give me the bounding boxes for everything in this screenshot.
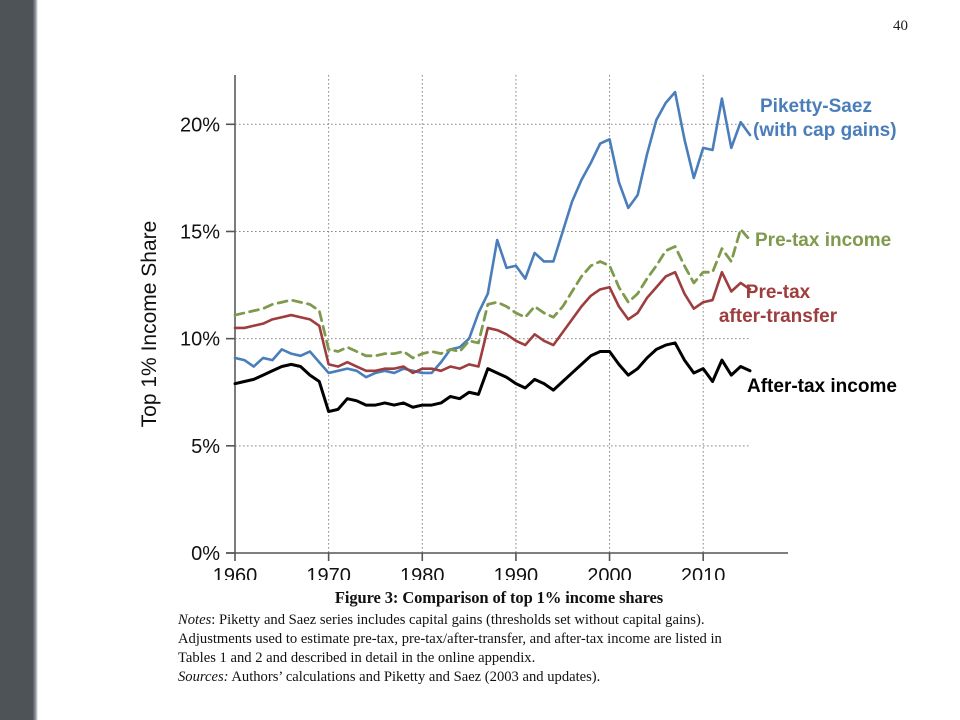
- notes-line-1: Notes: Piketty and Saez series includes …: [178, 611, 858, 630]
- x-tick-label: 2010: [681, 565, 726, 580]
- annotation-label-line1: After-tax income: [747, 376, 897, 397]
- series-annotation-0: Piketty-Saez (with cap gains): [753, 96, 897, 141]
- page-edge-gradient: [33, 0, 38, 720]
- annotation-label-line2: after-transfer: [719, 306, 838, 327]
- chart-y-tick-labels: 0% 5% 10% 15% 20%: [180, 114, 220, 565]
- x-tick-label: 1960: [213, 565, 258, 580]
- annotation-label-line1: Pre-tax: [746, 282, 811, 303]
- document-page: 40 1960 1970 1980 1990 2000 2010 0% 5% 10% 15% 20…: [38, 0, 960, 720]
- x-tick-label: 1980: [400, 565, 445, 580]
- sources-label: Sources:: [178, 668, 229, 685]
- y-axis-title: Top 1% Income Share: [138, 221, 161, 428]
- x-tick-label: 1970: [306, 565, 351, 580]
- x-tick-label: 1990: [494, 565, 539, 580]
- sources-text: Authors’ calculations and Piketty and Sa…: [228, 668, 601, 685]
- y-tick-label: 5%: [191, 436, 220, 458]
- y-tick-label: 20%: [180, 114, 220, 136]
- chart-x-tick-labels: 1960 1970 1980 1990 2000 2010: [213, 565, 726, 580]
- figure-notes: Notes: Piketty and Saez series includes …: [140, 611, 858, 687]
- series-line-0: [233, 90, 752, 379]
- y-tick-label: 0%: [191, 543, 220, 565]
- series-line-1: [233, 227, 752, 360]
- chart-series-annotations: Piketty-Saez (with cap gains) Pre-tax inco…: [719, 96, 897, 397]
- figure-title: Figure 3: Comparison of top 1% income sh…: [334, 588, 664, 607]
- series-line-3: [233, 341, 752, 414]
- annotation-label-line2: (with cap gains): [753, 120, 897, 141]
- series-line-2: [233, 270, 752, 375]
- notes-line-1-text: : Piketty and Saez series includes capit…: [211, 612, 705, 628]
- page-number: 40: [893, 18, 908, 34]
- notes-label: Notes: [178, 612, 212, 628]
- chart-gridlines: [235, 75, 750, 553]
- sources-line: Sources: Authors’ calculations and Piket…: [178, 668, 858, 687]
- y-tick-label: 10%: [180, 329, 220, 351]
- notes-line-3: Tables 1 and 2 and described in detail i…: [178, 649, 536, 666]
- figure-caption-block: Figure 3: Comparison of top 1% income sh…: [38, 588, 960, 687]
- x-tick-label: 2000: [587, 565, 632, 580]
- chart-y-axis-title: Top 1% Income Share: [138, 221, 161, 428]
- chart-series-lines: [233, 90, 752, 414]
- annotation-label-line1: Pre-tax income: [755, 230, 891, 251]
- series-annotation-1: Pre-tax income: [755, 230, 891, 251]
- annotation-label-line1: Piketty-Saez: [760, 96, 872, 117]
- y-tick-label: 15%: [180, 221, 220, 243]
- line-chart: 1960 1970 1980 1990 2000 2010 0% 5% 10% 15% 20% T…: [138, 75, 897, 580]
- series-annotation-2: Pre-tax after-transfer: [719, 282, 838, 327]
- figure-chart-area: 1960 1970 1980 1990 2000 2010 0% 5% 10% 15% 20% T…: [38, 55, 960, 580]
- series-annotation-3: After-tax income: [747, 376, 897, 397]
- page-left-shadow-strip: [0, 0, 33, 720]
- notes-line-2: Adjustments used to estimate pre-tax, pr…: [178, 630, 722, 647]
